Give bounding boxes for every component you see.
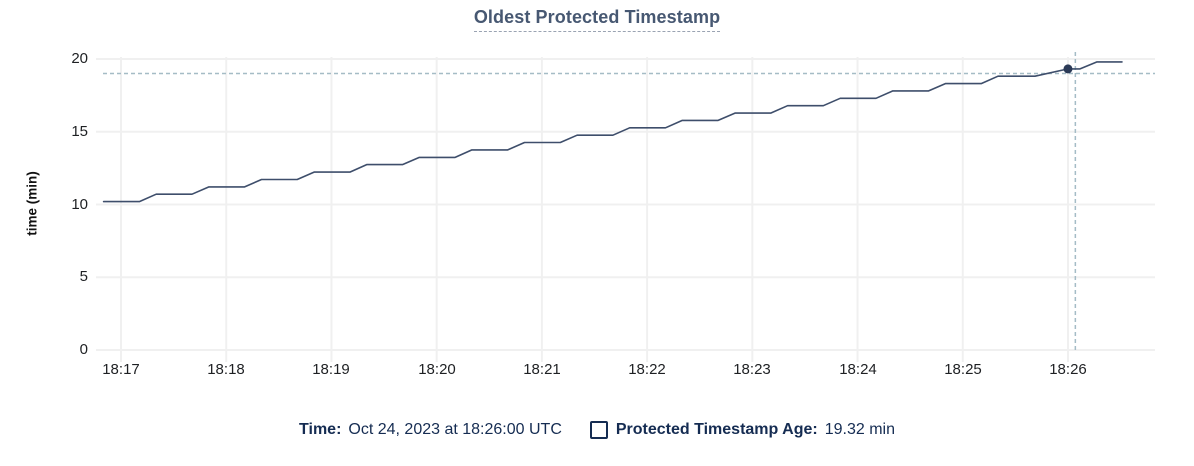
- chart-legend: Time: Oct 24, 2023 at 18:26:00 UTC Prote…: [0, 417, 1194, 443]
- y-tick-label: 15: [71, 123, 88, 140]
- x-tick-label: 18:22: [628, 361, 666, 378]
- y-tick-label: 5: [79, 268, 88, 285]
- legend-time-label: Time:: [299, 421, 342, 438]
- x-tick-label: 18:19: [312, 361, 350, 378]
- x-tick-label: 18:24: [839, 361, 877, 378]
- legend-series-swatch: [589, 421, 608, 439]
- y-tick-label: 0: [79, 341, 88, 358]
- legend-time-value: Oct 24, 2023 at 18:26:00 UTC: [348, 421, 562, 438]
- y-axis-label: time (min): [24, 171, 40, 236]
- legend-series-label: Protected Timestamp Age:: [615, 421, 818, 438]
- x-tick-label: 18:20: [418, 361, 456, 378]
- x-tick-label: 18:18: [207, 361, 245, 378]
- y-tick-label: 20: [71, 50, 88, 67]
- series-line: [102, 61, 1123, 203]
- x-tick-label: 18:26: [1049, 361, 1087, 378]
- chart-title[interactable]: Oldest Protected Timestamp: [473, 7, 721, 32]
- x-tick-label: 18:23: [733, 361, 771, 378]
- x-tick-label: 18:25: [944, 361, 982, 378]
- x-tick-label: 18:21: [523, 361, 561, 378]
- legend-series-value: 19.32 min: [824, 421, 895, 438]
- highlight-dot[interactable]: [1063, 64, 1073, 74]
- x-tick-label: 18:17: [102, 361, 140, 378]
- chart-title-row: Oldest Protected Timestamp: [0, 7, 1194, 32]
- y-tick-label: 10: [71, 196, 88, 213]
